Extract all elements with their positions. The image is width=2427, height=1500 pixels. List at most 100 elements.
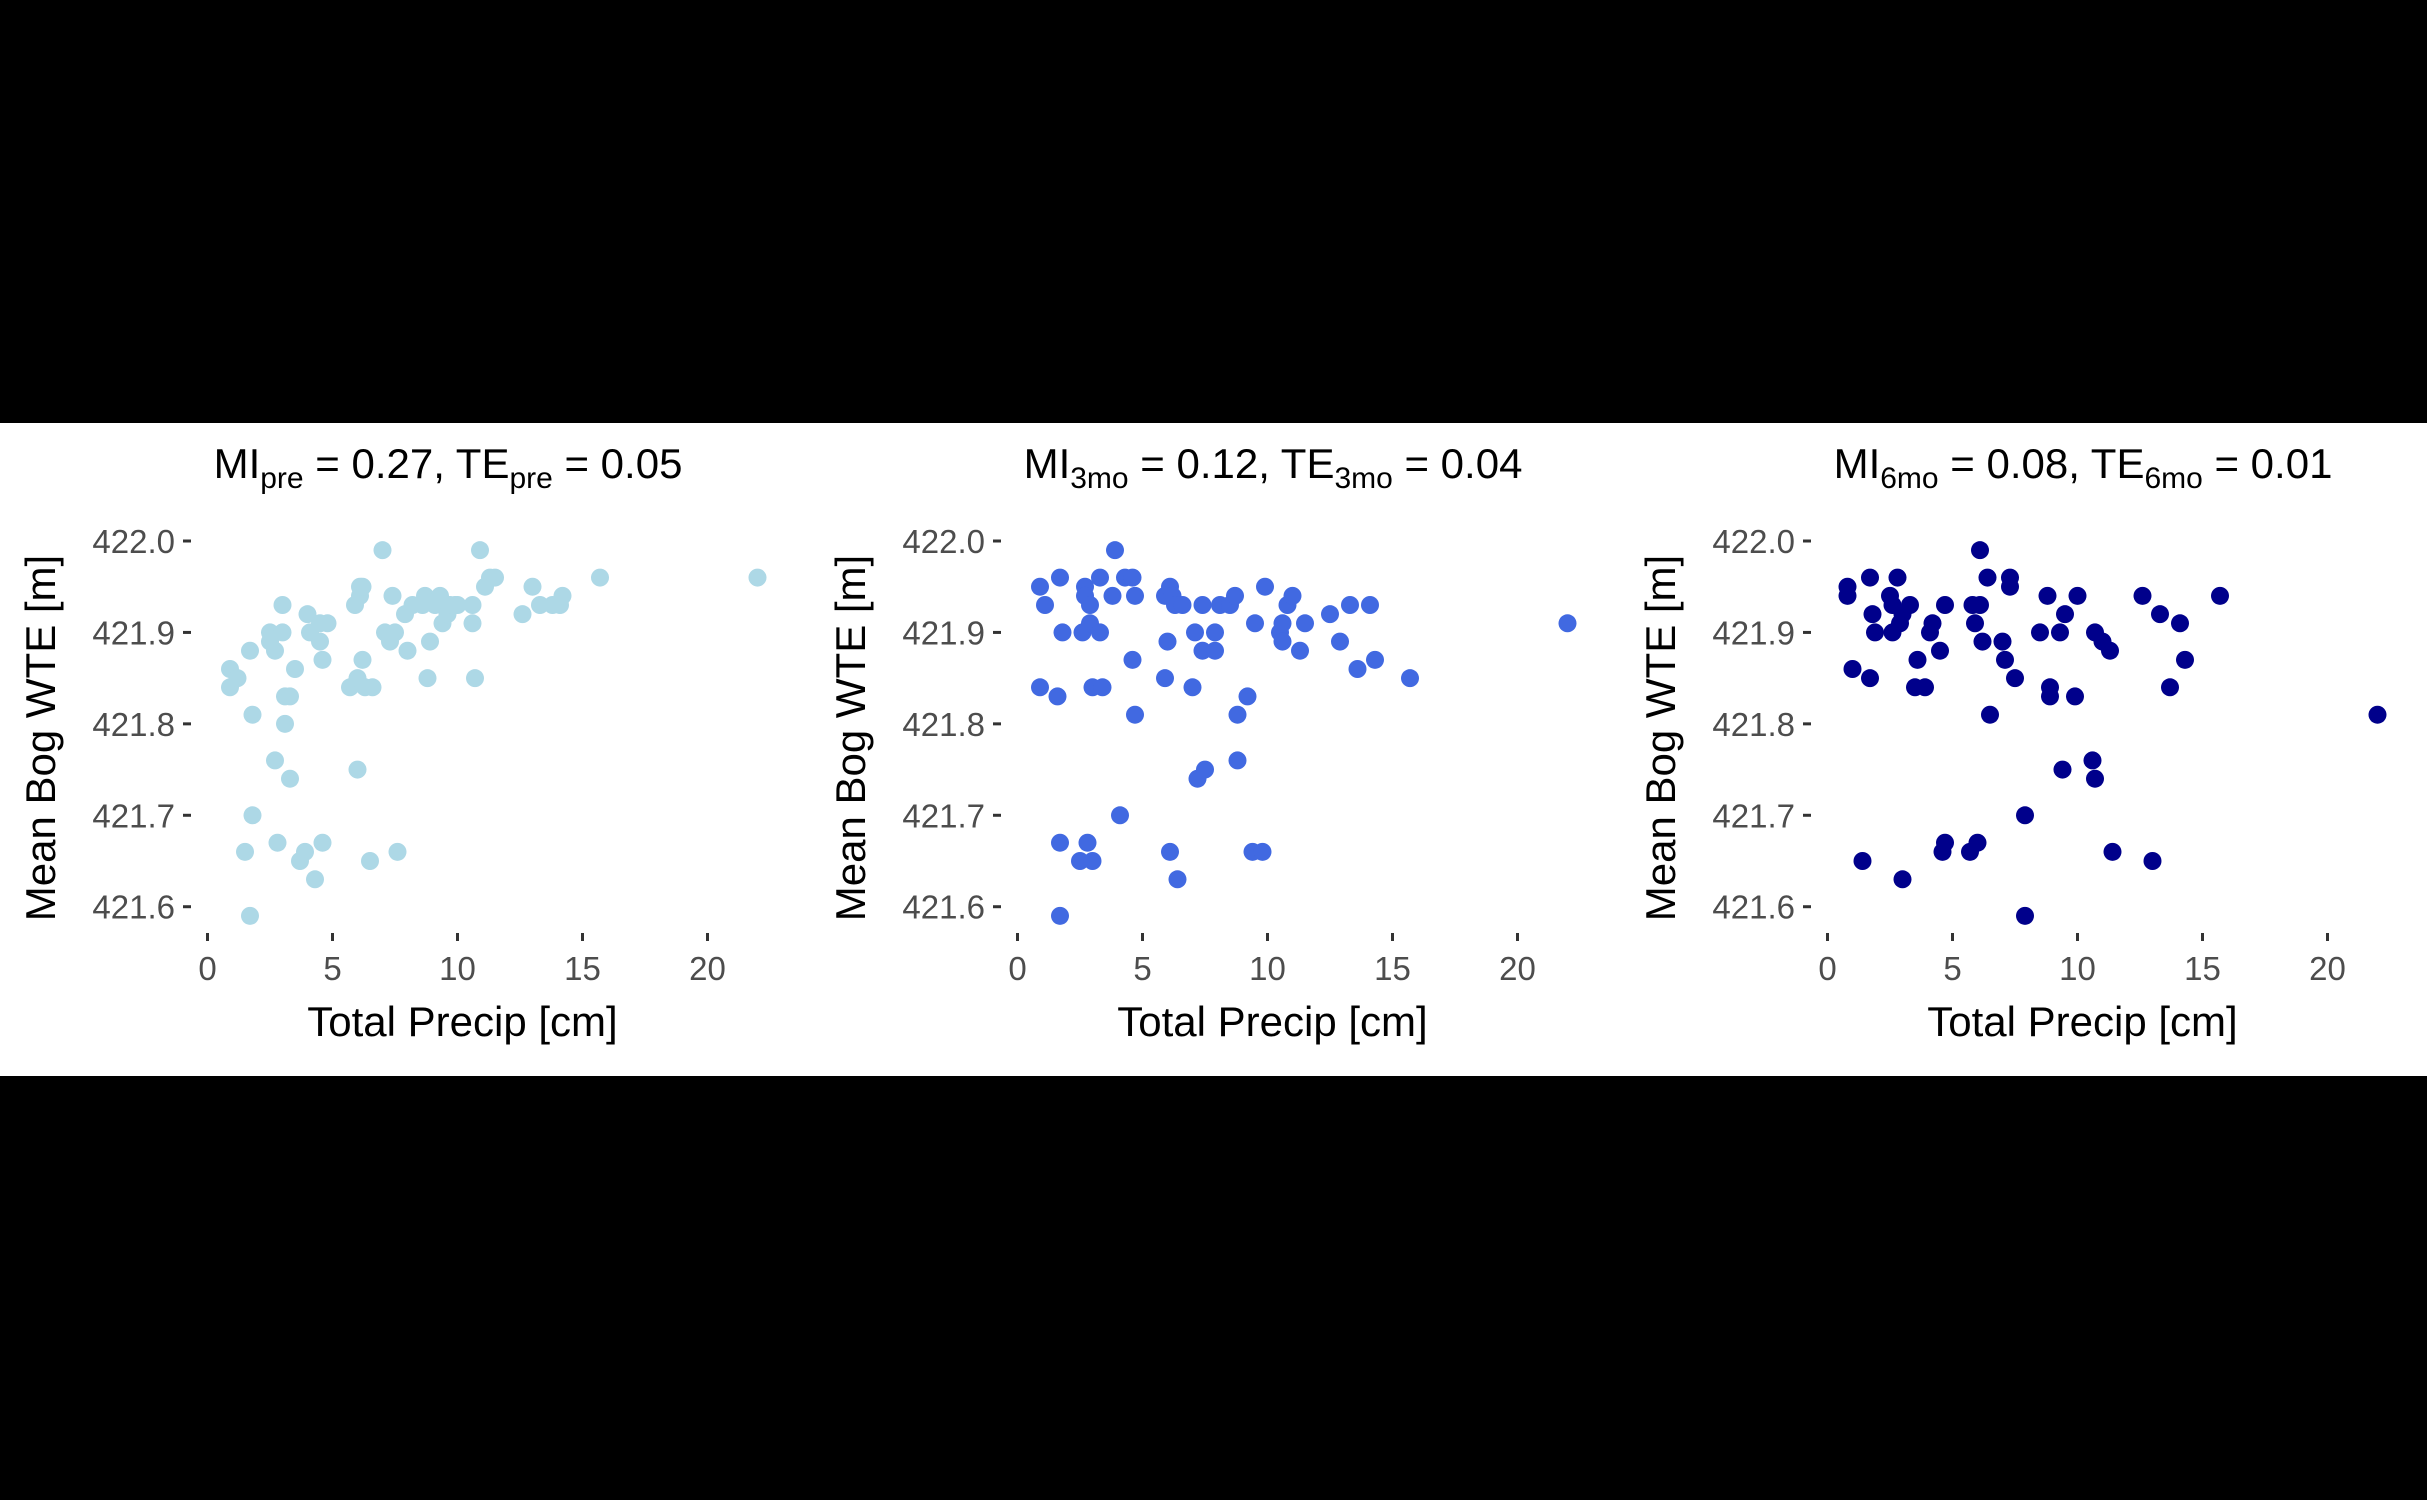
data-point	[2151, 605, 2169, 624]
data-point	[2211, 586, 2229, 605]
data-point	[2068, 586, 2087, 605]
chart-title: MI6mo = 0.08, TE6mo = 0.01	[1834, 440, 2333, 495]
data-point	[1908, 650, 1927, 669]
data-point	[1123, 650, 1142, 669]
data-point	[1893, 870, 1912, 889]
data-point	[463, 614, 482, 633]
data-point	[273, 623, 292, 642]
data-point	[1981, 705, 1999, 724]
data-point	[1051, 833, 1069, 852]
data-point	[448, 596, 467, 614]
data-point	[463, 596, 482, 614]
data-point	[1923, 614, 1942, 633]
y-tick-label: 422.0	[902, 523, 985, 560]
x-tick-label: 0	[1818, 950, 1836, 987]
data-point	[386, 623, 404, 642]
data-point	[266, 751, 284, 770]
scatter-panel-1: MIpre = 0.27, TEpre = 0.05421.6421.7421.…	[17, 440, 767, 1045]
chart-title: MI3mo = 0.12, TE3mo = 0.04	[1024, 440, 1523, 495]
data-point	[243, 705, 262, 724]
data-point	[2086, 769, 2104, 788]
data-point	[2176, 650, 2194, 669]
x-tick-label: 20	[1499, 950, 1536, 987]
data-point	[2368, 705, 2387, 724]
title-subscript: pre	[509, 462, 552, 495]
data-point	[296, 842, 314, 861]
data-point	[286, 660, 304, 678]
data-point	[1256, 577, 1274, 596]
data-point	[2001, 577, 2019, 596]
data-point	[1861, 669, 1879, 688]
y-tick-label: 421.8	[92, 706, 175, 743]
data-point	[1966, 614, 1984, 633]
data-point	[1053, 623, 1072, 642]
x-tick-label: 5	[323, 950, 341, 987]
data-point	[2053, 760, 2072, 779]
y-tick-label: 421.6	[1712, 889, 1795, 926]
x-tick-label: 15	[1374, 950, 1411, 987]
data-point	[353, 577, 372, 596]
data-point	[1031, 678, 1049, 697]
data-point	[1971, 541, 1989, 560]
data-point	[1348, 660, 1367, 678]
data-point	[1238, 687, 1257, 706]
data-point	[388, 842, 407, 861]
title-part: MI	[1834, 440, 1881, 487]
data-point	[1193, 596, 1212, 614]
title-subscript: 6mo	[1880, 462, 1938, 495]
data-point	[1168, 870, 1187, 889]
data-point	[318, 614, 337, 633]
data-point	[1341, 596, 1359, 614]
data-point	[1321, 605, 1339, 624]
title-part: = 0.01	[2203, 440, 2333, 487]
y-tick-label: 421.9	[92, 614, 175, 651]
data-point	[1366, 650, 1384, 669]
data-point	[1273, 632, 1292, 651]
data-point	[2041, 687, 2059, 706]
data-point	[1048, 687, 1067, 706]
y-axis-label: Mean Bog WTE [m]	[827, 555, 874, 921]
data-point	[1273, 614, 1292, 633]
data-point	[1866, 623, 1884, 642]
y-tick-label: 421.6	[902, 889, 985, 926]
data-point	[553, 586, 572, 605]
y-tick-label: 422.0	[1712, 523, 1795, 560]
data-point	[1111, 806, 1129, 825]
data-point	[1916, 678, 1934, 697]
data-point	[348, 760, 367, 779]
data-point	[266, 641, 284, 660]
data-point	[1861, 568, 1879, 587]
data-point	[1936, 833, 1954, 852]
y-tick-label: 421.7	[92, 797, 175, 834]
y-tick-label: 421.9	[902, 614, 985, 651]
x-tick-label: 5	[1133, 950, 1151, 987]
data-point	[1971, 596, 1989, 614]
data-point	[1173, 596, 1192, 614]
data-point	[273, 596, 292, 614]
data-point	[1838, 586, 1857, 605]
data-point	[1296, 614, 1314, 633]
data-point	[1183, 678, 1202, 697]
data-point	[1158, 632, 1177, 651]
data-point	[2016, 906, 2034, 925]
data-point	[1206, 641, 1224, 660]
data-point	[1253, 842, 1272, 861]
data-point	[1226, 586, 1244, 605]
figure-panel: MIpre = 0.27, TEpre = 0.05 421.6 421.7 421.…	[0, 423, 2427, 1076]
data-point	[361, 852, 379, 870]
data-point	[241, 641, 259, 660]
y-axis-label: Mean Bog WTE [m]	[17, 555, 64, 921]
data-point	[241, 906, 259, 925]
data-point	[1078, 833, 1097, 852]
data-point	[1193, 641, 1212, 660]
data-point	[1863, 605, 1882, 624]
data-point	[2006, 669, 2024, 688]
x-axis-label: Total Precip [cm]	[1117, 998, 1427, 1045]
data-point	[1083, 852, 1102, 870]
data-point	[1126, 705, 1144, 724]
x-tick-label: 20	[689, 950, 726, 987]
data-point	[363, 678, 382, 697]
data-point	[2066, 687, 2084, 706]
data-point	[313, 833, 332, 852]
data-point	[306, 870, 324, 889]
